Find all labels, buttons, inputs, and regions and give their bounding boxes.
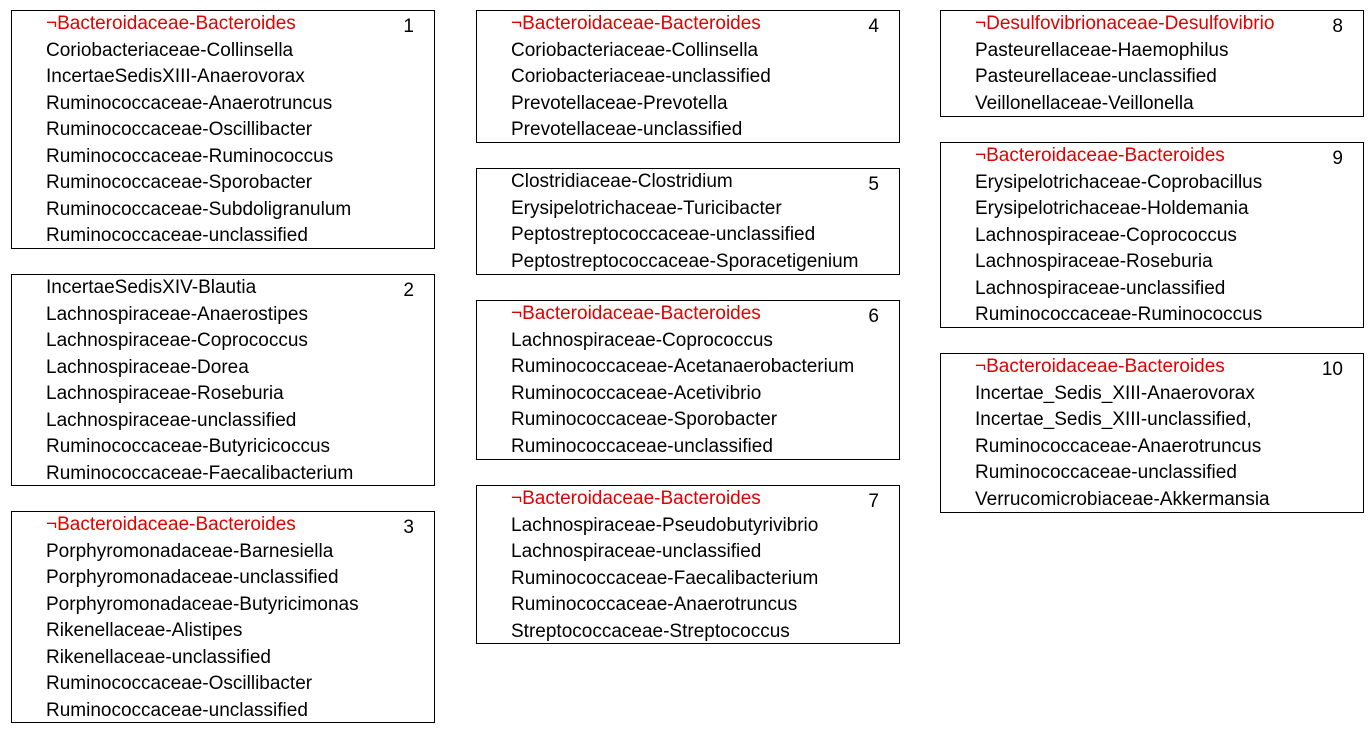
- taxon-item: IncertaeSedisXIII-Anaerovorax: [46, 66, 305, 87]
- taxon-item: Ruminococcaceae-Ruminococcus: [46, 145, 334, 167]
- taxon-item: Ruminococcaceae-Anaerotruncus: [46, 92, 333, 114]
- taxon-item: Lachnospiraceae-unclassified: [975, 277, 1226, 299]
- group-number: 1: [403, 16, 414, 37]
- taxa-list: ¬Bacteroidaceae-Bacteroides Coriobacteria…: [46, 11, 351, 250]
- taxon-item: Ruminococcaceae-unclassified: [46, 699, 308, 721]
- taxon-item: Lachnospiraceae-Dorea: [46, 356, 249, 378]
- group-number: 8: [1332, 16, 1343, 37]
- group-number: 4: [868, 16, 879, 37]
- taxon-item: Ruminococcaceae-Ruminococcus: [975, 304, 1263, 325]
- taxon-item: Ruminococcaceae-Oscillibacter: [46, 673, 313, 694]
- taxon-item: Porphyromonadaceae-unclassified: [46, 567, 339, 588]
- taxon-item: Ruminococcaceae-Oscillibacter: [46, 119, 313, 140]
- taxon-item: Incertae_Sedis_XIII-Anaerovorax: [975, 382, 1255, 404]
- group-number: 6: [868, 306, 879, 327]
- taxon-item: Ruminococcaceae-unclassified: [511, 435, 773, 457]
- taxa-list: ¬Bacteroidaceae-Bacteroides Erysipelotric…: [975, 143, 1262, 329]
- taxon-item: Coriobacteriaceae-Collinsella: [511, 39, 759, 61]
- taxa-list: ¬Bacteroidaceae-Bacteroides Lachnospirace…: [511, 486, 818, 645]
- group-box-6: 6 ¬Bacteroidaceae-Bacteroides Lachnospira…: [476, 300, 900, 460]
- taxa-list: ¬Bacteroidaceae-Bacteroides Porphyromonad…: [46, 512, 359, 724]
- group-number: 7: [868, 491, 879, 512]
- taxon-item: Coriobacteriaceae-Collinsella: [46, 39, 294, 61]
- taxa-list: ¬Bacteroidaceae-Bacteroides Incertae_Sedi…: [975, 354, 1270, 513]
- taxon-item: Ruminococcaceae-Faecalibacterium: [46, 462, 354, 484]
- taxa-list: Clostridiaceae-Clostridium Erysipelotrich…: [511, 169, 858, 275]
- taxon-item: Porphyromonadaceae-Butyricimonas: [46, 593, 359, 615]
- taxon-item: Ruminococcaceae-Subdoligranulum: [46, 198, 352, 220]
- taxon-item: Erysipelotrichaceae-Coprobacillus: [975, 171, 1263, 193]
- highlighted-taxon: ¬Desulfovibrionaceae-Desulfovibrio: [975, 13, 1275, 34]
- taxon-item: Streptococcaceae-Streptococcus: [511, 620, 790, 642]
- taxon-item: Lachnospiraceae-unclassified: [46, 409, 297, 431]
- taxon-item: Ruminococcaceae-Faecalibacterium: [511, 567, 819, 589]
- taxon-item: Prevotellaceae-Prevotella: [511, 92, 728, 114]
- group-number: 3: [403, 517, 414, 538]
- taxon-item: Lachnospiraceae-unclassified: [511, 541, 762, 562]
- highlighted-taxon: ¬Bacteroidaceae-Bacteroides: [511, 488, 761, 509]
- group-number: 10: [1321, 359, 1343, 380]
- taxon-item: Ruminococcaceae-Acetanaerobacterium: [511, 356, 855, 377]
- highlighted-taxon: ¬Bacteroidaceae-Bacteroides: [511, 303, 761, 324]
- highlighted-taxon: ¬Bacteroidaceae-Bacteroides: [46, 13, 296, 34]
- taxon-item: Ruminococcaceae-Anaerotruncus: [975, 435, 1262, 457]
- taxon-item: Ruminococcaceae-unclassified: [46, 225, 308, 246]
- taxon-item: Rikenellaceae-Alistipes: [46, 620, 243, 641]
- group-box-4: 4 ¬Bacteroidaceae-Bacteroides Coriobacter…: [476, 10, 900, 143]
- taxon-item: Lachnospiraceae-Roseburia: [975, 251, 1213, 272]
- highlighted-taxon: ¬Bacteroidaceae-Bacteroides: [975, 145, 1225, 166]
- group-box-2: 2 IncertaeSedisXIV-Blautia Lachnospiracea…: [11, 274, 435, 486]
- taxon-item: Pasteurellaceae-unclassified: [975, 66, 1217, 87]
- taxon-item: Coriobacteriaceae-unclassified: [511, 66, 771, 87]
- taxon-item: Lachnospiraceae-Anaerostipes: [46, 303, 308, 325]
- highlighted-taxon: ¬Bacteroidaceae-Bacteroides: [511, 13, 761, 34]
- highlighted-taxon: ¬Bacteroidaceae-Bacteroides: [46, 514, 296, 535]
- group-box-10: 10 ¬Bacteroidaceae-Bacteroides Incertae_S…: [940, 353, 1364, 513]
- taxon-item: Peptostreptococcaceae-unclassified: [511, 224, 816, 245]
- taxon-item: Ruminococcaceae-Acetivibrio: [511, 382, 762, 404]
- taxa-list: ¬Bacteroidaceae-Bacteroides Lachnospirace…: [511, 301, 854, 460]
- taxon-item: Lachnospiraceae-Pseudobutyrivibrio: [511, 514, 819, 536]
- taxon-item: Porphyromonadaceae-Barnesiella: [46, 540, 334, 562]
- taxa-list: ¬Desulfovibrionaceae-Desulfovibrio Pasteu…: [975, 11, 1274, 117]
- group-number: 5: [868, 174, 879, 195]
- taxon-item: Incertae_Sedis_XIII-unclassified,: [975, 409, 1252, 430]
- taxon-item: Lachnospiraceae-Coprococcus: [46, 330, 308, 351]
- taxon-item: Pasteurellaceae-Haemophilus: [975, 39, 1229, 61]
- highlighted-taxon: ¬Bacteroidaceae-Bacteroides: [975, 356, 1225, 377]
- taxon-item: Ruminococcaceae-Butyricicoccus: [46, 436, 331, 457]
- taxon-item: Veillonellaceae-Veillonella: [975, 92, 1194, 114]
- taxon-item: Rikenellaceae-unclassified: [46, 646, 271, 668]
- group-number: 9: [1332, 148, 1343, 169]
- taxon-item: Ruminococcaceae-Sporobacter: [511, 409, 778, 430]
- taxon-item: IncertaeSedisXIV-Blautia: [46, 277, 257, 298]
- taxon-item: Lachnospiraceae-Coprococcus: [511, 329, 773, 351]
- taxon-item: Clostridiaceae-Clostridium: [511, 171, 733, 192]
- taxon-item: Erysipelotrichaceae-Holdemania: [975, 198, 1249, 219]
- taxon-item: Peptostreptococcaceae-Sporacetigenium: [511, 250, 859, 272]
- taxa-list: IncertaeSedisXIV-Blautia Lachnospiraceae-…: [46, 275, 353, 487]
- taxa-list: ¬Bacteroidaceae-Bacteroides Coriobacteria…: [511, 11, 771, 144]
- group-box-3: 3 ¬Bacteroidaceae-Bacteroides Porphyromon…: [11, 511, 435, 723]
- group-number: 2: [403, 280, 414, 301]
- taxon-item: Lachnospiraceae-Roseburia: [46, 383, 284, 404]
- group-box-9: 9 ¬Bacteroidaceae-Bacteroides Erysipelotr…: [940, 142, 1364, 328]
- taxon-item: Ruminococcaceae-Anaerotruncus: [511, 594, 798, 615]
- taxon-item: Ruminococcaceae-Sporobacter: [46, 172, 313, 193]
- group-box-8: 8 ¬Desulfovibrionaceae-Desulfovibrio Past…: [940, 10, 1364, 117]
- taxon-item: Ruminococcaceae-unclassified: [975, 462, 1237, 483]
- taxon-item: Erysipelotrichaceae-Turicibacter: [511, 197, 782, 219]
- taxon-item: Lachnospiraceae-Coprococcus: [975, 224, 1237, 246]
- group-box-5: 5 Clostridiaceae-Clostridium Erysipelotri…: [476, 168, 900, 275]
- taxon-item: Verrucomicrobiaceae-Akkermansia: [975, 488, 1270, 510]
- group-box-7: 7 ¬Bacteroidaceae-Bacteroides Lachnospira…: [476, 485, 900, 644]
- group-box-1: 1 ¬Bacteroidaceae-Bacteroides Coriobacter…: [11, 10, 435, 249]
- taxon-item: Prevotellaceae-unclassified: [511, 119, 743, 140]
